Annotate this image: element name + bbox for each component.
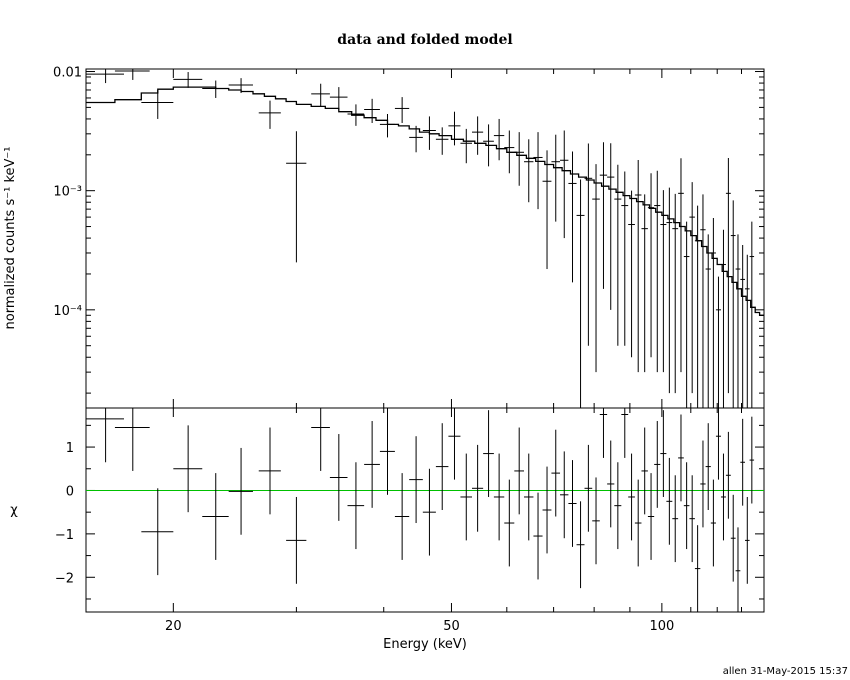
y-tick-label: 10⁻⁴ [53, 304, 82, 319]
model-step-line [86, 86, 764, 316]
data-points [86, 69, 755, 408]
x-tick-label: 20 [165, 619, 182, 634]
y-axis-label-top: normalized counts s⁻¹ keV⁻¹ [3, 147, 18, 330]
x-axis-label: Energy (keV) [383, 637, 467, 652]
y-tick-label: 1 [66, 441, 74, 456]
chart-title: data and folded model [337, 32, 512, 48]
y-tick-label: −1 [55, 528, 74, 543]
folded-model [86, 86, 764, 316]
x-tick-label: 100 [649, 619, 674, 634]
footer-stamp: allen 31-May-2015 15:37 [723, 666, 848, 677]
x-tick-label: 50 [443, 619, 460, 634]
y-tick-label: 0 [66, 484, 74, 499]
y-tick-label: −2 [55, 571, 74, 586]
y-tick-label: 0.01 [53, 66, 82, 81]
top-axis-ticks: 0.01 10⁻³ 10⁻⁴ [53, 66, 765, 408]
bottom-panel: 1 0 −1 −2 20 50 100 χ Energy (keV) [10, 407, 765, 652]
y-axis-label-bottom: χ [10, 503, 18, 518]
top-panel: 0.01 10⁻³ 10⁻⁴ normalized counts s⁻¹ keV⁻¹ [3, 66, 765, 409]
bottom-axis-ticks: 1 0 −1 −2 20 50 100 [55, 408, 765, 634]
residual-points [86, 408, 755, 612]
top-panel-frame [85, 68, 765, 409]
y-tick-label: 10⁻³ [53, 185, 82, 200]
bottom-panel-frame [85, 407, 765, 613]
